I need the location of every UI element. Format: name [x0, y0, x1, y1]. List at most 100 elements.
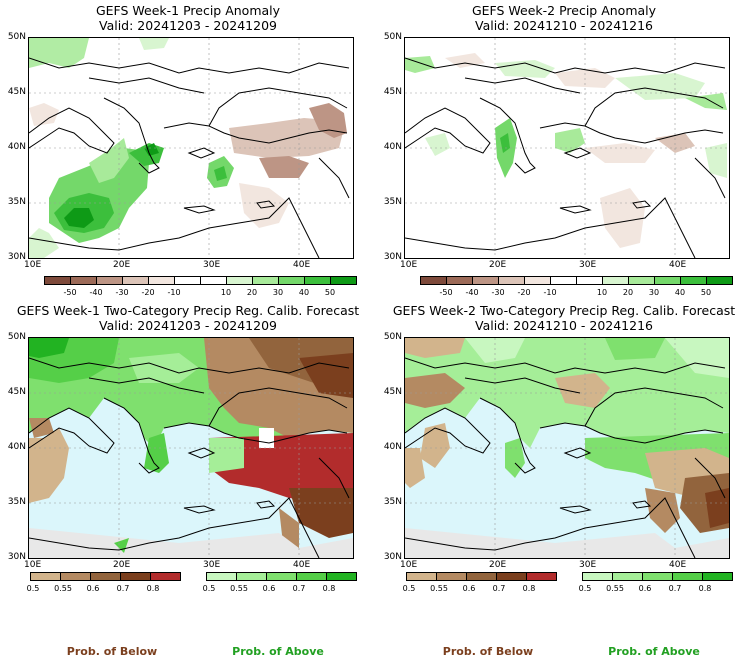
colorbar-tick-label: 0.55: [606, 584, 624, 593]
panel-valid-range: Valid: 20241203 - 20241209: [98, 18, 277, 33]
label-prob-below: Prob. of Below: [442, 645, 534, 658]
panel-title: GEFS Week-2 Precip Anomaly: [471, 3, 657, 18]
colorbar-swatch: [122, 276, 149, 285]
colorbar-tick-label: 10: [596, 288, 608, 297]
lat-tick: 35N: [383, 197, 402, 207]
coastline: [29, 57, 350, 258]
colorbar-tick-label: -50: [439, 288, 453, 297]
panel-week1-probability: GEFS Week-1 Two-Category Precip Reg. Cal…: [0, 300, 376, 600]
colorbar-swatch: [496, 572, 527, 581]
lat-tick: 35N: [7, 197, 26, 207]
colorbar-tick-label: 20: [246, 288, 258, 297]
lat-tick: 35N: [7, 497, 26, 507]
label-prob-above: Prob. of Above: [608, 645, 700, 658]
colorbar-swatch: [672, 572, 703, 581]
lon-tick: 30E: [579, 560, 597, 570]
colorbar-tick-label: 0.5: [578, 584, 592, 593]
colorbar-tick-label: 0.8: [522, 584, 536, 593]
lat-tick: 50N: [7, 32, 26, 42]
lon-tick: 20E: [489, 260, 507, 270]
coastline: [29, 357, 350, 558]
colorbar-swatch: [602, 276, 629, 285]
panel-week1-anomaly: GEFS Week-1 Precip Anomaly Valid: 202412…: [0, 0, 376, 300]
colorbar-tick-label: 0.5: [402, 584, 416, 593]
colorbar-swatch: [60, 572, 91, 581]
lon-tick: 10E: [400, 560, 418, 570]
lon-tick: 30E: [579, 260, 597, 270]
colorbar-tick-label: -50: [63, 288, 77, 297]
colorbar-tick-label: 0.6: [462, 584, 476, 593]
colorbar-swatch: [90, 572, 121, 581]
colorbar-tick-label: 0.55: [230, 584, 248, 593]
colorbar-tick-label: 0.7: [492, 584, 506, 593]
colorbar-tick-label: -30: [491, 288, 505, 297]
colorbar-tick-label: 0.55: [430, 584, 448, 593]
colorbar-swatch: [446, 276, 473, 285]
map-week1-anomaly: [28, 37, 354, 259]
lat-tick: 45N: [383, 87, 402, 97]
colorbar-tick-label: 40: [674, 288, 686, 297]
colorbar-tick-label: -40: [465, 288, 479, 297]
panel-title: GEFS Week-1 Precip Anomaly: [95, 3, 281, 18]
colorbar-tick-label: 0.7: [292, 584, 306, 593]
colorbar-swatch: [612, 572, 643, 581]
coastline: [405, 357, 726, 558]
anomaly-fill: [29, 38, 347, 258]
colorbar-swatch: [472, 276, 499, 285]
colorbar-swatch: [498, 276, 525, 285]
colorbar-swatch: [206, 572, 237, 581]
lat-tick: 40N: [7, 442, 26, 452]
lat-tick: 50N: [383, 332, 402, 342]
lat-tick: 30N: [383, 252, 402, 262]
map-week1-probability: [28, 337, 354, 559]
colorbar-swatch: [252, 276, 279, 285]
colorbar-swatch: [702, 572, 733, 581]
lon-tick: 40E: [669, 260, 687, 270]
colorbar-swatch: [150, 572, 181, 581]
lat-tick: 30N: [383, 552, 402, 562]
colorbar-swatch: [326, 572, 357, 581]
lat-tick: 45N: [383, 387, 402, 397]
lat-tick: 50N: [383, 32, 402, 42]
colorbar-swatch: [706, 276, 733, 285]
colorbar-swatch: [654, 276, 681, 285]
colorbar-tick-label: -20: [517, 288, 531, 297]
colorbar-tick-label: 0.7: [668, 584, 682, 593]
colorbar-tick-label: 10: [220, 288, 232, 297]
colorbar-tick-label: 0.7: [116, 584, 130, 593]
map-week2-anomaly: [404, 37, 730, 259]
lat-tick: 30N: [7, 252, 26, 262]
lon-tick: 40E: [293, 560, 311, 570]
colorbar-swatch: [174, 276, 201, 285]
panel-title: GEFS Week-1 Two-Category Precip Reg. Cal…: [16, 303, 360, 318]
lon-tick: 40E: [293, 260, 311, 270]
colorbar-swatch: [406, 572, 437, 581]
colorbar-tick-label: -40: [89, 288, 103, 297]
colorbar-tick-label: 0.6: [638, 584, 652, 593]
lat-tick: 40N: [383, 142, 402, 152]
colorbar-tick-label: -20: [141, 288, 155, 297]
colorbar-tick-label: 20: [622, 288, 634, 297]
panel-title: GEFS Week-2 Two-Category Precip Reg. Cal…: [392, 303, 736, 318]
coastline: [405, 57, 726, 258]
colorbar-tick-label: 0.6: [262, 584, 276, 593]
colorbar-swatch: [266, 572, 297, 581]
panel-valid-range: Valid: 20241210 - 20241216: [474, 318, 653, 333]
lat-tick: 50N: [7, 332, 26, 342]
label-prob-below: Prob. of Below: [66, 645, 158, 658]
lat-tick: 40N: [7, 142, 26, 152]
colorbar-swatch: [30, 572, 61, 581]
lon-tick: 20E: [113, 260, 131, 270]
colorbar-tick-label: 0.8: [146, 584, 160, 593]
lon-tick: 10E: [400, 260, 418, 270]
colorbar-tick-label: 0.6: [86, 584, 100, 593]
lat-tick: 45N: [7, 387, 26, 397]
colorbar-swatch: [296, 572, 327, 581]
colorbar-swatch: [550, 276, 577, 285]
colorbar-swatch: [628, 276, 655, 285]
colorbar-tick-label: 0.8: [322, 584, 336, 593]
lon-tick: 30E: [203, 560, 221, 570]
lon-tick: 20E: [113, 560, 131, 570]
colorbar-tick-label: -30: [115, 288, 129, 297]
colorbar-tick-label: 50: [700, 288, 712, 297]
